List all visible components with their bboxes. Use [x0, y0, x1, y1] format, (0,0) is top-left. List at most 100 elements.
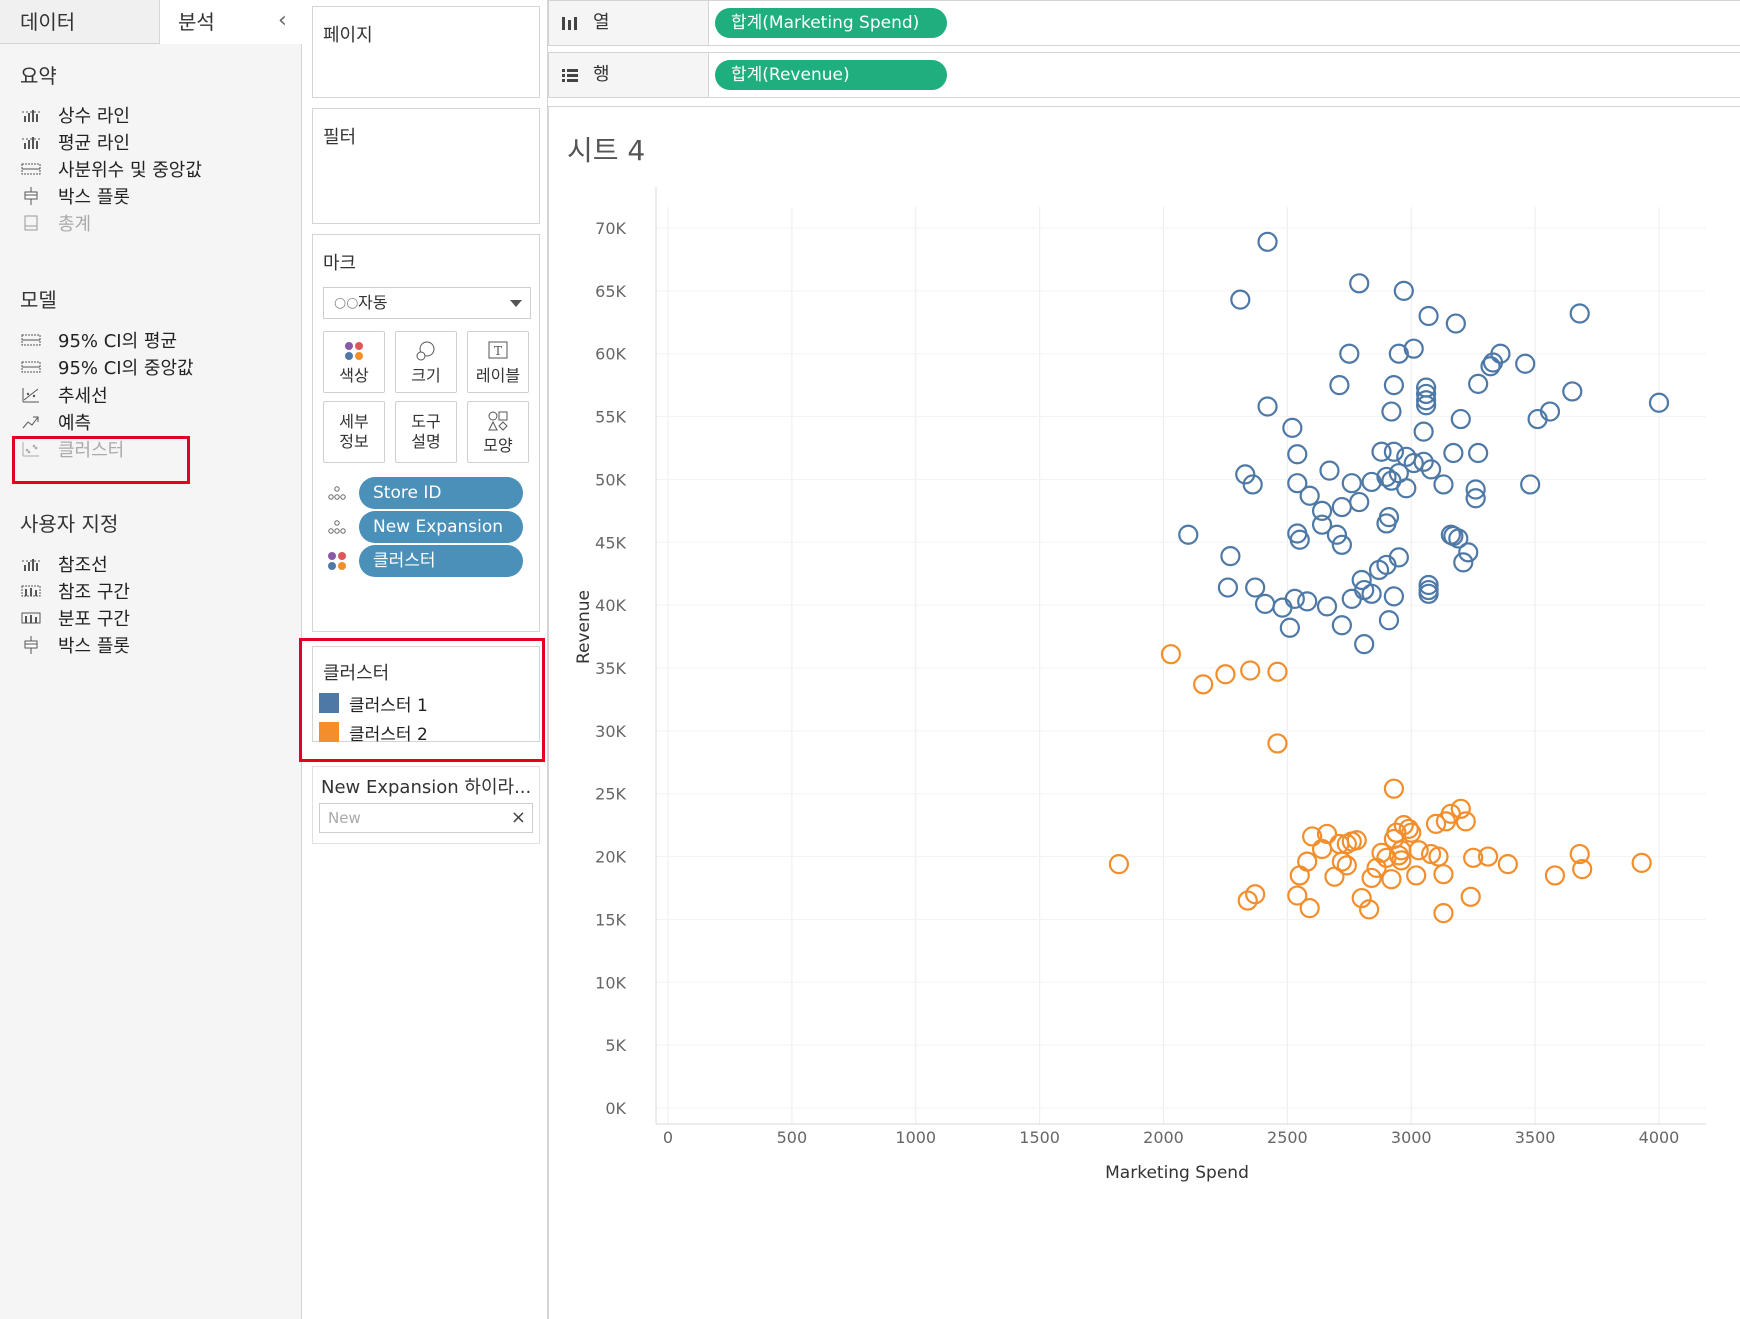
collapse-pane-icon[interactable]: ‹ — [278, 8, 287, 33]
data-point-cluster-1[interactable] — [1378, 610, 1400, 631]
data-point-cluster-1[interactable] — [1361, 471, 1382, 493]
data-point-cluster-1[interactable] — [1242, 474, 1263, 495]
data-point-cluster-2[interactable] — [1193, 674, 1214, 695]
shape-button[interactable]: 모양 — [467, 401, 529, 463]
analytics-item-ci-median[interactable]: 95% CI의 중앙값 — [20, 354, 194, 380]
data-point-cluster-1[interactable] — [1515, 353, 1536, 374]
legend-item-cluster-1[interactable]: 클러스터 1 — [319, 690, 428, 716]
analytics-item-cluster[interactable]: 클러스터 — [20, 436, 124, 462]
data-point-cluster-2[interactable] — [1287, 885, 1308, 906]
data-point-cluster-2[interactable] — [1497, 854, 1518, 875]
data-point-cluster-1[interactable] — [1416, 383, 1437, 405]
analytics-item-quartiles[interactable]: 사분위수 및 중앙값 — [20, 156, 202, 182]
data-point-cluster-1[interactable] — [1420, 459, 1442, 480]
data-point-cluster-1[interactable] — [1297, 591, 1318, 612]
clear-icon[interactable]: × — [510, 807, 526, 828]
data-point-cluster-1[interactable] — [1349, 273, 1370, 294]
data-point-cluster-1[interactable] — [1339, 343, 1360, 364]
data-point-cluster-1[interactable] — [1311, 514, 1333, 535]
data-point-cluster-2[interactable] — [1267, 661, 1288, 682]
data-point-cluster-1[interactable] — [1245, 577, 1266, 598]
data-point-cluster-1[interactable] — [1331, 615, 1352, 636]
data-point-cluster-2[interactable] — [1361, 867, 1382, 889]
data-point-cluster-1[interactable] — [1480, 356, 1501, 377]
analytics-item-forecast[interactable]: 예측 — [20, 409, 91, 435]
data-point-cluster-2[interactable] — [1359, 899, 1380, 920]
data-point-cluster-2[interactable] — [1391, 850, 1412, 871]
cluster-pill[interactable]: 클러스터 — [359, 545, 523, 577]
data-point-cluster-2[interactable] — [1381, 869, 1402, 890]
data-point-cluster-1[interactable] — [1257, 396, 1278, 417]
analytics-item-trend-line[interactable]: 추세선 — [20, 382, 108, 408]
data-point-cluster-1[interactable] — [1482, 352, 1504, 373]
data-point-cluster-1[interactable] — [1453, 552, 1474, 573]
data-point-cluster-1[interactable] — [1388, 343, 1409, 364]
data-point-cluster-2[interactable] — [1477, 846, 1499, 867]
marketing-spend-pill[interactable]: 합계(Marketing Spend) — [715, 8, 947, 38]
data-point-cluster-1[interactable] — [1418, 583, 1439, 604]
new-expansion-pill[interactable]: New Expansion — [359, 511, 523, 543]
data-point-cluster-1[interactable] — [1230, 289, 1251, 310]
data-point-cluster-1[interactable] — [1562, 381, 1583, 402]
data-point-cluster-1[interactable] — [1443, 442, 1464, 464]
data-point-cluster-1[interactable] — [1383, 441, 1405, 462]
data-point-cluster-1[interactable] — [1272, 597, 1293, 618]
legend-item-cluster-2[interactable]: 클러스터 2 — [319, 719, 428, 745]
pages-card[interactable]: 페이지 — [312, 6, 540, 98]
tab-analysis[interactable]: 분석 — [160, 0, 302, 44]
data-point-cluster-2[interactable] — [1336, 855, 1357, 876]
data-point-cluster-2[interactable] — [1406, 865, 1427, 886]
data-point-cluster-1[interactable] — [1217, 577, 1239, 598]
tab-data[interactable]: 데이터 — [0, 0, 160, 44]
highlight-filter-input[interactable]: New × — [319, 803, 533, 833]
data-point-cluster-1[interactable] — [1311, 500, 1333, 521]
data-point-cluster-1[interactable] — [1329, 375, 1350, 396]
data-point-cluster-1[interactable] — [1416, 390, 1437, 411]
data-point-cluster-1[interactable] — [1396, 478, 1417, 499]
data-point-cluster-1[interactable] — [1331, 496, 1352, 518]
data-point-cluster-1[interactable] — [1361, 583, 1382, 604]
data-point-cluster-1[interactable] — [1220, 546, 1241, 567]
data-point-cluster-2[interactable] — [1450, 798, 1471, 819]
data-point-cluster-1[interactable] — [1326, 524, 1348, 545]
data-point-cluster-2[interactable] — [1544, 865, 1566, 886]
data-point-cluster-1[interactable] — [1284, 588, 1305, 609]
data-point-cluster-1[interactable] — [1450, 408, 1471, 430]
data-point-cluster-2[interactable] — [1455, 811, 1476, 832]
data-point-cluster-1[interactable] — [1433, 474, 1454, 495]
analytics-item-reference-line[interactable]: 참조선 — [20, 551, 108, 577]
data-point-cluster-1[interactable] — [1257, 231, 1278, 252]
data-point-cluster-1[interactable] — [1378, 507, 1400, 528]
analytics-item-box-plot[interactable]: 박스 플롯 — [20, 183, 130, 209]
data-point-cluster-1[interactable] — [1413, 451, 1434, 472]
data-point-cluster-2[interactable] — [1108, 854, 1130, 875]
data-point-cluster-2[interactable] — [1289, 865, 1310, 886]
data-point-cluster-1[interactable] — [1527, 408, 1548, 430]
data-point-cluster-2[interactable] — [1240, 660, 1261, 681]
data-point-cluster-2[interactable] — [1433, 864, 1454, 885]
data-point-cluster-1[interactable] — [1254, 593, 1276, 614]
data-point-cluster-1[interactable] — [1465, 479, 1486, 500]
data-point-cluster-1[interactable] — [1403, 338, 1424, 359]
data-point-cluster-2[interactable] — [1569, 843, 1590, 865]
data-point-cluster-1[interactable] — [1383, 586, 1405, 607]
analytics-item-box-plot-custom[interactable]: 박스 플롯 — [20, 632, 130, 658]
data-point-cluster-1[interactable] — [1331, 534, 1352, 555]
data-point-cluster-1[interactable] — [1371, 441, 1392, 462]
data-point-cluster-1[interactable] — [1458, 542, 1479, 563]
data-point-cluster-2[interactable] — [1297, 851, 1318, 872]
data-point-cluster-1[interactable] — [1178, 524, 1199, 545]
data-point-cluster-1[interactable] — [1341, 473, 1362, 494]
data-point-cluster-1[interactable] — [1349, 491, 1370, 513]
data-point-cluster-2[interactable] — [1383, 778, 1405, 799]
data-point-cluster-1[interactable] — [1287, 444, 1308, 465]
data-point-cluster-2[interactable] — [1160, 644, 1182, 665]
data-point-cluster-1[interactable] — [1316, 596, 1338, 617]
data-point-cluster-2[interactable] — [1393, 815, 1414, 836]
data-point-cluster-1[interactable] — [1418, 574, 1439, 596]
mark-type-dropdown[interactable]: ○○ 자동 — [323, 287, 531, 319]
data-point-cluster-1[interactable] — [1287, 473, 1308, 494]
viz-area[interactable]: 시트 4 0 500 1000 1500 2000 2500 3000 3500 4000 0K 5… — [548, 106, 1740, 1319]
data-point-cluster-1[interactable] — [1351, 569, 1372, 591]
data-point-cluster-2[interactable] — [1572, 859, 1593, 880]
